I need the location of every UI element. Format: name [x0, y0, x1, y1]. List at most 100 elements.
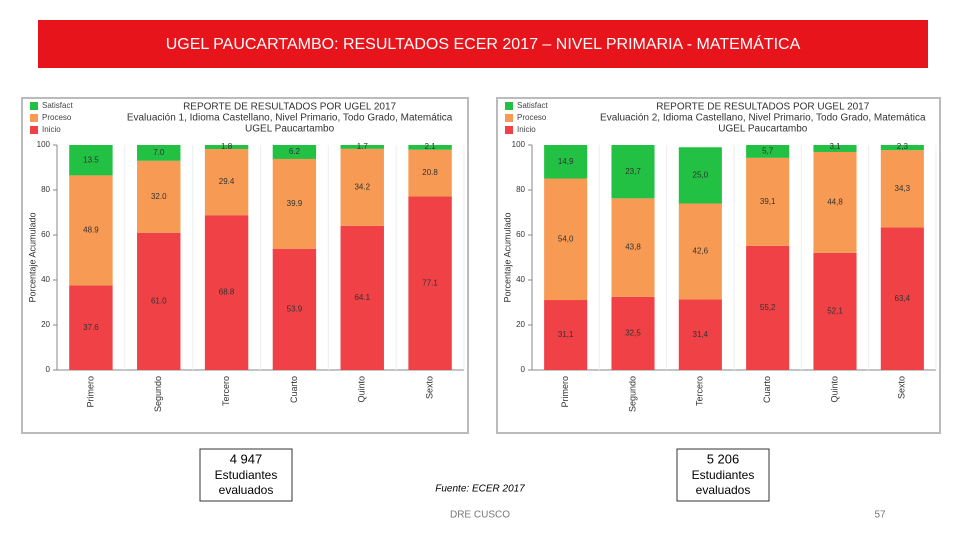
stat-value: 5 206: [707, 451, 740, 466]
bar-segment: [544, 145, 588, 179]
y-tick-label: 60: [41, 230, 50, 239]
bar-segment: [272, 145, 317, 159]
y-tick-label: 0: [521, 365, 526, 374]
bar-segment: [678, 299, 722, 370]
value-label: 14,9: [558, 157, 574, 166]
y-tick-label: 80: [516, 185, 525, 194]
chart-subtitle: Evaluación 1, Idioma Castellano, Nivel P…: [127, 113, 453, 124]
x-tick-label: Tercero: [221, 376, 231, 406]
stat-label-box: Estudiantes evaluados: [214, 468, 278, 497]
value-label: 77.1: [422, 278, 438, 287]
value-label: 44,8: [827, 197, 843, 206]
bar-segment: [137, 160, 181, 233]
value-label: 31,4: [693, 330, 709, 339]
value-label: 5,7: [762, 147, 774, 156]
x-tick-label: Cuarto: [289, 376, 299, 403]
bar-segment: [813, 145, 857, 152]
bar-segment: [880, 145, 924, 151]
x-tick-label: Quinto: [829, 376, 839, 403]
value-label: 54,0: [558, 234, 574, 243]
x-tick-label: Primero: [560, 376, 570, 408]
bar-segment: [137, 145, 181, 161]
value-label: 1.7: [357, 142, 369, 151]
stat-label-box: Estudiantes evaluados: [691, 468, 755, 497]
value-label: 32.0: [151, 192, 167, 201]
value-label: 3,1: [829, 142, 841, 151]
value-label: 55,2: [760, 303, 776, 312]
value-label: 7.0: [153, 148, 165, 157]
bar-segment: [544, 300, 588, 370]
bar-segment: [611, 296, 655, 370]
value-label: 61.0: [151, 296, 167, 305]
bar-segment: [544, 178, 588, 301]
y-axis-label: Porcentaje Acumulado: [502, 212, 512, 302]
value-label: 53.9: [287, 304, 303, 313]
value-label: 20.8: [422, 168, 438, 177]
stat-label: Estudiantes evaluados: [214, 468, 278, 497]
y-tick-label: 40: [516, 275, 525, 284]
value-label: 39,1: [760, 197, 776, 206]
value-label: 37.6: [83, 323, 99, 332]
value-label: 48.9: [83, 225, 99, 234]
bar-segment: [69, 145, 113, 176]
y-tick-label: 100: [512, 140, 526, 149]
value-label: 31,1: [558, 330, 574, 339]
value-label: 34.2: [354, 182, 370, 191]
value-label: 64.1: [354, 293, 370, 302]
bar-segment: [340, 148, 384, 226]
y-axis-label: Porcentaje Acumulado: [27, 212, 37, 302]
bar-segment: [408, 196, 452, 370]
bar-segment: [678, 203, 722, 300]
value-label: 6.2: [289, 147, 301, 156]
value-label: 68.8: [219, 288, 235, 297]
bar-segment: [272, 248, 317, 370]
bar-segment: [137, 232, 181, 370]
x-tick-label: Tercero: [695, 376, 705, 406]
x-tick-label: Segundo: [153, 376, 163, 412]
stat-label: Estudiantes evaluados: [691, 468, 755, 497]
value-label: 23,7: [625, 167, 641, 176]
bar-segment: [204, 215, 249, 370]
legend-label: Inicio: [42, 125, 61, 134]
bar-segment: [408, 145, 452, 150]
legend-label: Proceso: [517, 113, 547, 122]
legend-swatch: [505, 114, 513, 122]
value-label: 25,0: [693, 170, 709, 179]
stat-box: [199, 448, 293, 502]
value-label: 52,1: [827, 306, 843, 315]
legend-label: Proceso: [42, 113, 72, 122]
value-label: 29.4: [219, 177, 235, 186]
bar-segment: [69, 175, 113, 286]
title-bar: [38, 20, 928, 68]
bar-segment: [678, 147, 722, 204]
x-tick-label: Segundo: [627, 376, 637, 412]
y-tick-label: 20: [516, 320, 525, 329]
bar-segment: [340, 225, 384, 370]
value-label: 2,3: [897, 142, 909, 151]
stat-value: 4 947: [230, 451, 263, 466]
bar-segment: [69, 285, 113, 370]
source: Fuente: ECER 2017: [435, 484, 525, 495]
value-label: 39.9: [287, 199, 303, 208]
y-tick-label: 60: [516, 230, 525, 239]
page-number: 57: [874, 510, 886, 521]
bar-segment: [408, 149, 452, 197]
x-tick-label: Primero: [85, 376, 95, 408]
value-label: 42,6: [693, 247, 709, 256]
bar-segment: [880, 227, 924, 370]
bar-segment: [813, 252, 857, 370]
bar-segment: [746, 157, 790, 246]
bar-segment: [611, 145, 655, 199]
y-tick-label: 0: [46, 365, 51, 374]
bar-segment: [272, 158, 317, 249]
x-tick-label: Quinto: [357, 376, 367, 403]
chart-subtitle: Evaluación 2, Idioma Castellano, Nivel P…: [600, 113, 926, 124]
x-tick-label: Sexto: [424, 376, 434, 399]
value-label: 2.1: [425, 142, 437, 151]
chart-title: REPORTE DE RESULTADOS POR UGEL 2017: [656, 102, 869, 113]
value-label: 13.5: [83, 155, 99, 164]
bar-segment: [611, 198, 655, 297]
bar-segment: [813, 151, 857, 253]
chart-subtitle: UGEL Paucartambo: [245, 124, 335, 135]
